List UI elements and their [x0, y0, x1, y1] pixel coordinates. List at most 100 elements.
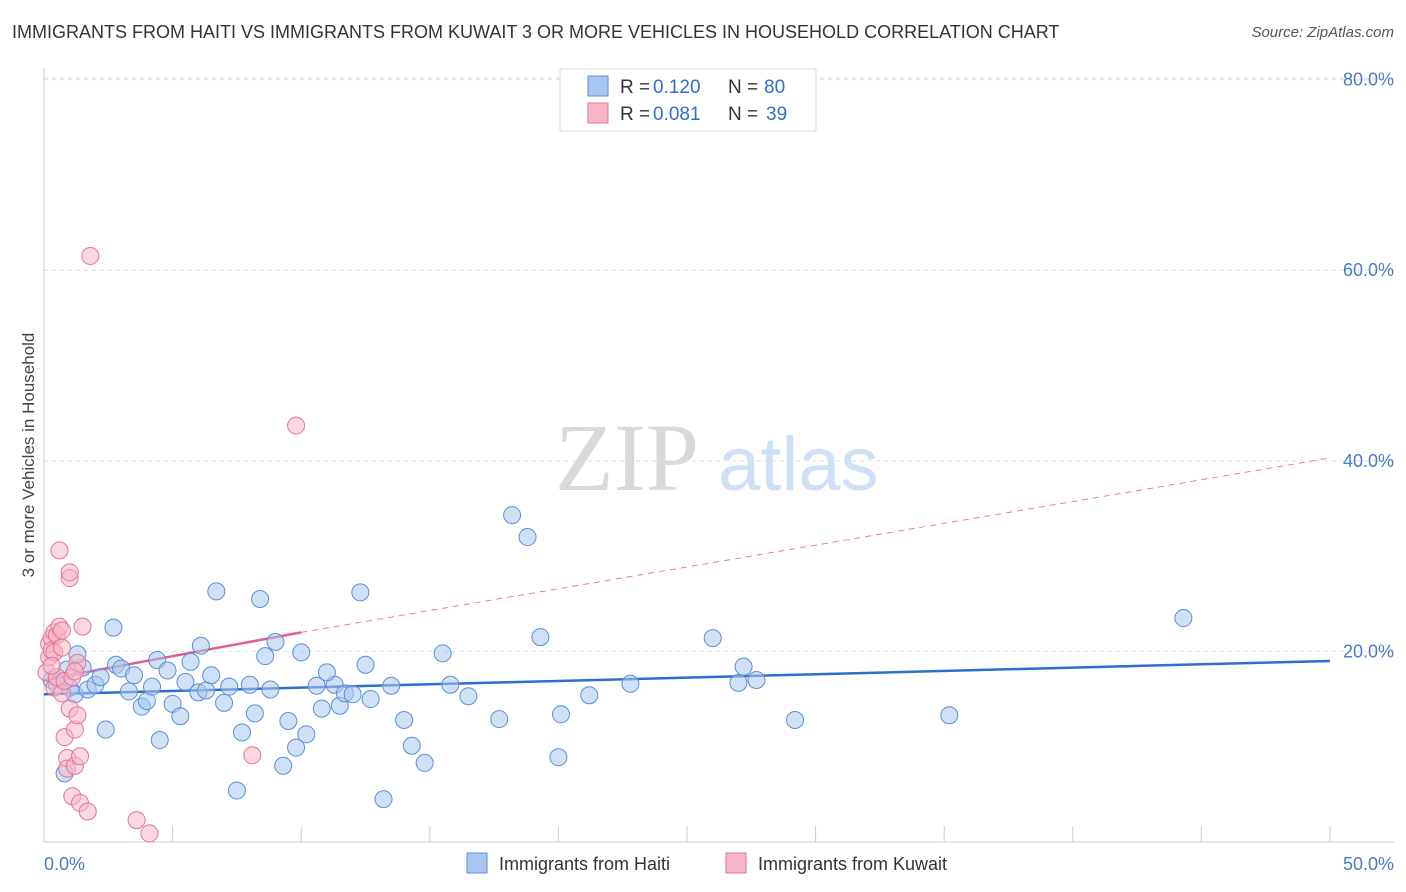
- y-axis-label: 3 or more Vehicles in Household: [19, 333, 38, 578]
- data-point-haiti: [382, 676, 401, 695]
- data-point-haiti: [220, 677, 239, 696]
- data-point-haiti: [402, 736, 421, 755]
- trend-line-haiti: [43, 659, 1331, 696]
- data-point-kuwait: [68, 706, 87, 725]
- data-point-haiti: [287, 738, 306, 757]
- series-legend: Immigrants from Haiti Immigrants from Ku…: [466, 852, 947, 874]
- data-point-haiti: [356, 655, 375, 674]
- data-point-haiti: [433, 644, 452, 663]
- data-point-kuwait: [243, 746, 262, 765]
- data-point-kuwait: [60, 563, 79, 582]
- data-point-haiti: [351, 583, 370, 602]
- x-tick-label-max: 50.0%: [1343, 854, 1394, 874]
- data-point-haiti: [441, 675, 460, 694]
- data-point-kuwait: [53, 621, 72, 640]
- y-tick-label: 80.0%: [1343, 70, 1394, 90]
- legend-r-label-haiti: R =: [620, 77, 650, 98]
- data-point-haiti: [307, 676, 326, 695]
- data-point-haiti: [580, 686, 599, 705]
- data-point-haiti: [245, 704, 264, 723]
- data-point-haiti: [361, 690, 380, 709]
- legend-r-value-kuwait: 0.081: [653, 104, 701, 125]
- data-point-haiti: [279, 711, 298, 730]
- data-point-kuwait: [287, 416, 306, 435]
- series-legend-label-haiti: Immigrants from Haiti: [499, 854, 670, 874]
- data-point-haiti: [256, 647, 275, 666]
- data-point-haiti: [703, 629, 722, 648]
- data-point-haiti: [266, 632, 285, 651]
- legend-r-value-haiti: 0.120: [653, 77, 701, 98]
- data-point-haiti: [261, 680, 280, 699]
- series-kuwait-points: [37, 246, 306, 843]
- data-point-haiti: [176, 672, 195, 691]
- data-point-haiti: [215, 693, 234, 712]
- data-point-kuwait: [127, 811, 146, 830]
- data-point-haiti: [91, 668, 110, 687]
- data-point-haiti: [786, 711, 805, 730]
- gridlines: [44, 77, 1394, 652]
- data-point-haiti: [395, 711, 414, 730]
- data-point-haiti: [119, 682, 138, 701]
- data-point-haiti: [503, 506, 522, 525]
- data-point-haiti: [317, 663, 336, 682]
- data-point-kuwait: [140, 824, 159, 843]
- data-point-kuwait: [73, 617, 92, 636]
- data-point-haiti: [251, 590, 270, 608]
- data-point-haiti: [729, 673, 748, 692]
- data-point-haiti: [207, 582, 226, 601]
- data-point-kuwait: [81, 246, 100, 265]
- data-point-kuwait: [53, 638, 72, 657]
- data-point-kuwait: [78, 802, 97, 821]
- series-haiti-points: [42, 506, 1193, 809]
- data-point-haiti: [191, 636, 210, 655]
- data-point-kuwait: [65, 662, 84, 681]
- series-legend-label-kuwait: Immigrants from Kuwait: [758, 854, 947, 874]
- data-point-haiti: [104, 618, 123, 637]
- data-point-haiti: [490, 710, 509, 729]
- legend-n-label-haiti: N =: [728, 77, 758, 98]
- data-point-haiti: [181, 652, 200, 671]
- data-point-haiti: [158, 661, 177, 680]
- y-tick-labels: 20.0% 40.0% 60.0% 80.0%: [1343, 70, 1394, 662]
- data-point-haiti: [312, 699, 331, 718]
- data-point-haiti: [549, 748, 568, 767]
- y-tick-label: 40.0%: [1343, 451, 1394, 471]
- data-point-haiti: [415, 753, 434, 772]
- legend-n-label-kuwait: N =: [728, 104, 758, 125]
- data-point-haiti: [227, 781, 246, 800]
- watermark-atlas: atlas: [718, 422, 879, 507]
- data-point-haiti: [940, 706, 959, 725]
- data-point-haiti: [734, 657, 753, 676]
- data-point-haiti: [150, 731, 169, 750]
- legend-swatch-haiti: [587, 75, 609, 97]
- trend-line-kuwait-extension: [301, 457, 1331, 633]
- x-tick-label-min: 0.0%: [44, 854, 85, 874]
- data-point-haiti: [96, 720, 115, 739]
- data-point-haiti: [292, 643, 311, 662]
- data-point-haiti: [551, 705, 570, 724]
- data-point-haiti: [197, 681, 216, 700]
- data-point-haiti: [202, 666, 221, 685]
- watermark-zip: ZIP: [555, 404, 699, 511]
- chart-title: IMMIGRANTS FROM HAITI VS IMMIGRANTS FROM…: [12, 22, 1060, 42]
- data-point-haiti: [233, 723, 252, 742]
- legend-n-value-haiti: 80: [764, 77, 785, 98]
- data-point-haiti: [171, 707, 190, 726]
- y-tick-label: 60.0%: [1343, 260, 1394, 280]
- data-point-haiti: [297, 725, 316, 744]
- data-point-haiti: [343, 685, 362, 704]
- correlation-legend: R = 0.120 N = 80 R = 0.081 N = 39: [559, 68, 817, 132]
- data-point-haiti: [143, 677, 162, 696]
- data-point-haiti: [240, 675, 259, 694]
- series-legend-swatch-haiti: [466, 852, 488, 874]
- source-label: Source: ZipAtlas.com: [1251, 24, 1394, 41]
- data-point-haiti: [747, 671, 766, 689]
- data-point-haiti: [459, 687, 478, 706]
- data-point-haiti: [518, 528, 537, 547]
- legend-n-value-kuwait: 39: [766, 104, 787, 125]
- data-point-haiti: [531, 628, 550, 647]
- series-legend-swatch-kuwait: [725, 852, 747, 874]
- data-point-kuwait: [71, 747, 90, 766]
- data-point-haiti: [374, 790, 393, 809]
